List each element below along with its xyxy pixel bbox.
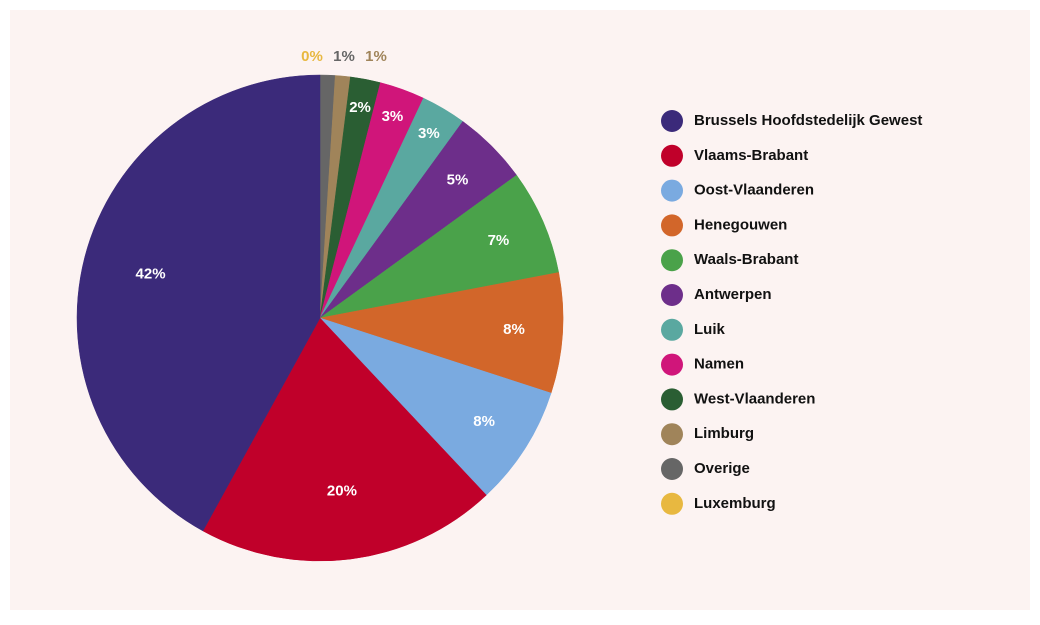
legend-label: Waals-Brabant <box>694 251 798 268</box>
legend-swatch <box>661 249 683 272</box>
pie-slice <box>319 317 552 496</box>
value-label: 3% <box>418 125 440 142</box>
legend-swatch <box>661 458 683 480</box>
value-label: 1% <box>365 48 387 65</box>
legend-swatch <box>661 110 683 132</box>
legend-label: Luxemburg <box>694 495 776 512</box>
legend-swatch <box>661 144 683 167</box>
legend-label: Overige <box>694 460 750 477</box>
value-label: 7% <box>488 232 510 249</box>
legend-swatch <box>661 318 683 341</box>
value-label: 1% <box>333 48 355 65</box>
value-label: 5% <box>447 172 469 189</box>
value-label: 8% <box>473 413 495 430</box>
legend-swatch <box>661 214 683 237</box>
pie-slice <box>76 74 321 532</box>
legend-swatch <box>661 284 683 306</box>
pie-slice <box>319 174 559 319</box>
value-label: 42% <box>136 265 166 282</box>
legend-swatch <box>661 179 683 202</box>
pie-slice <box>202 317 487 562</box>
value-label: 20% <box>327 483 357 500</box>
legend-label: Namen <box>694 356 744 373</box>
legend-swatch <box>661 353 683 376</box>
legend-label: Antwerpen <box>694 286 772 303</box>
value-label: 8% <box>503 321 525 338</box>
legend-label: Limburg <box>694 425 754 442</box>
legend-swatch <box>661 388 683 411</box>
value-label: 2% <box>349 99 371 116</box>
legend-swatch <box>661 492 683 515</box>
legend-label: Brussels Hoofdstedelijk Gewest <box>694 112 922 129</box>
value-label: 3% <box>382 108 404 125</box>
legend-swatch <box>661 423 683 446</box>
value-label: 0% <box>301 48 323 65</box>
legend-label: Vlaams-Brabant <box>694 147 808 164</box>
legend-label: West-Vlaanderen <box>694 390 815 407</box>
pie-slice <box>319 272 564 394</box>
legend-label: Henegouwen <box>694 216 787 233</box>
legend-label: Luik <box>694 321 725 338</box>
legend-label: Oost-Vlaanderen <box>694 182 814 199</box>
